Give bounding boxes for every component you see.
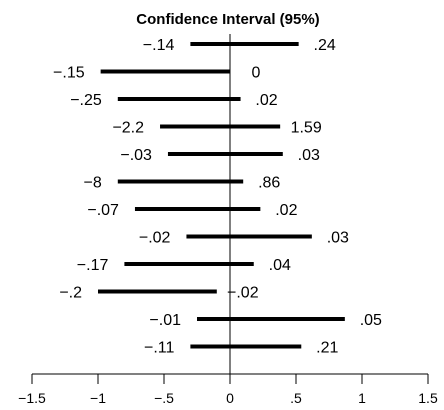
interval-low-label: −.15	[53, 65, 85, 82]
interval-high-label: .24	[314, 37, 336, 54]
interval-low-label: −.17	[77, 257, 109, 274]
x-tick-label: −1	[90, 390, 106, 406]
plot-area: −.14 .24 −.15 0 −.25 .02 −2.2 1.59 −.03 .03 −8 .86 −…	[53, 34, 382, 374]
interval-high-label: .03	[327, 230, 349, 247]
x-tick-label: 0	[226, 390, 234, 406]
interval-high-label: 1.59	[291, 120, 322, 137]
x-tick-label: −1.5	[18, 390, 46, 406]
interval-low-label: −.25	[70, 92, 102, 109]
interval-low-label: −2.2	[112, 120, 144, 137]
interval-high-label: .02	[275, 202, 297, 219]
interval-high-label: .05	[360, 312, 382, 329]
interval-low-label: −.2	[59, 285, 82, 302]
x-tick-label: −.5	[154, 390, 174, 406]
interval-high-label: .04	[269, 257, 291, 274]
interval-low-label: −8	[84, 175, 102, 192]
interval-high-label: 0	[252, 65, 261, 82]
interval-high-label: −.02	[227, 285, 259, 302]
interval-low-label: −.01	[149, 312, 181, 329]
interval-low-label: −.02	[139, 230, 171, 247]
interval-low-label: −.11	[144, 340, 175, 357]
x-tick-label: 1.5	[418, 390, 438, 406]
interval-high-label: .86	[258, 175, 280, 192]
x-tick-label: 1	[358, 390, 366, 406]
interval-high-label: .02	[255, 92, 277, 109]
interval-low-label: −.14	[143, 37, 175, 54]
interval-high-label: .21	[316, 340, 338, 357]
interval-low-label: −.03	[120, 147, 152, 164]
interval-high-label: .03	[298, 147, 320, 164]
interval-low-label: −.07	[87, 202, 119, 219]
chart-title: Confidence Interval (95%)	[136, 11, 319, 28]
x-axis: −1.5 −1 −.5 0 .5 1 1.5	[18, 373, 438, 406]
x-tick-label: .5	[290, 390, 302, 406]
